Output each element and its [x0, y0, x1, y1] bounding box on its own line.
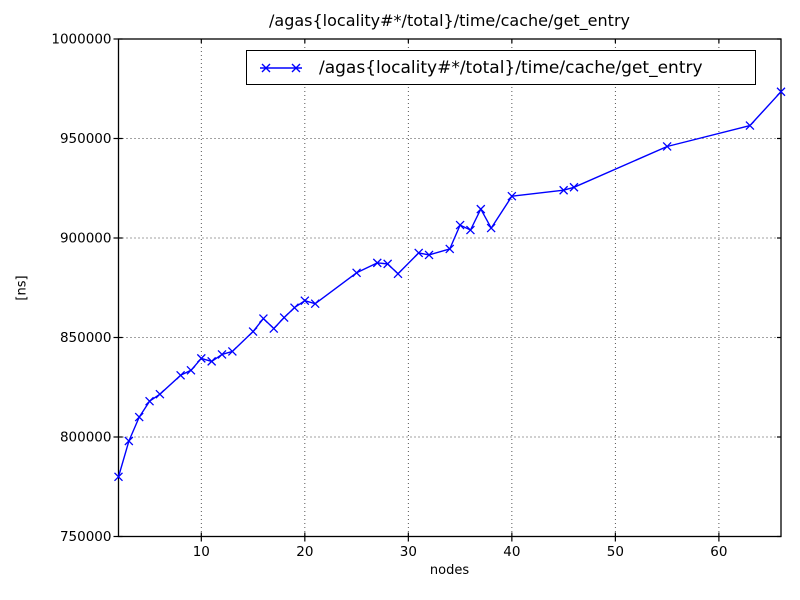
data-point-markers: [114, 87, 786, 482]
y-tick-label: 850000: [60, 330, 112, 346]
x-tick-label: 10: [193, 544, 210, 560]
axes-frame: [117, 38, 782, 538]
y-tick-label: 1000000: [51, 32, 111, 48]
x-tick-label: 20: [296, 544, 313, 560]
data-line: [117, 91, 782, 477]
legend-line-marker-icon: [260, 63, 302, 72]
x-tick-label: 50: [607, 544, 624, 560]
chart-title: /agas{locality#*/total}/time/cache/get_e…: [269, 11, 630, 30]
x-tick-label: 30: [400, 544, 417, 560]
legend: /agas{locality#*/total}/time/cache/get_e…: [246, 50, 756, 85]
y-tick-label: 900000: [60, 231, 112, 247]
y-tick-label: 950000: [60, 131, 112, 147]
x-tick-label: 40: [503, 544, 520, 560]
y-tick-label: 800000: [60, 430, 112, 446]
legend-label: /agas{locality#*/total}/time/cache/get_e…: [319, 57, 703, 78]
x-tick-label: 60: [710, 544, 727, 560]
y-axis-label: [ns]: [14, 275, 30, 301]
y-tick-label: 750000: [60, 529, 112, 545]
x-axis-label: nodes: [429, 563, 470, 578]
